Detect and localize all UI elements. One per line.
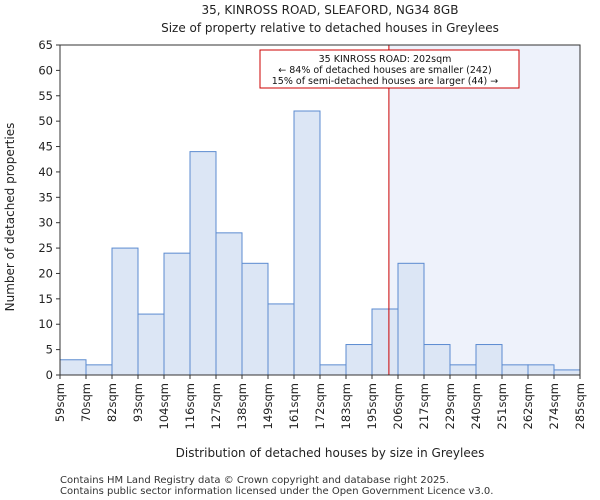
bar-172sqm — [319, 364, 347, 376]
x-tick-label: 70sqm — [79, 383, 93, 422]
x-tick-label: 161sqm — [287, 383, 301, 429]
x-tick-label: 149sqm — [261, 383, 275, 429]
x-tick-label: 116sqm — [183, 383, 197, 429]
bar-251sqm — [501, 364, 529, 376]
y-tick-label: 55 — [38, 89, 53, 103]
chart-subtitle: Size of property relative to detached ho… — [161, 21, 499, 35]
x-tick-label: 195sqm — [365, 383, 379, 429]
x-tick-label: 82sqm — [105, 383, 119, 422]
x-tick-label: 262sqm — [521, 383, 535, 429]
bar-116sqm — [189, 151, 217, 376]
bar-149sqm — [267, 303, 295, 376]
annotation-box: 35 KINROSS ROAD: 202sqm ← 84% of detache… — [259, 49, 520, 89]
footer-line-1: Contains HM Land Registry data © Crown c… — [60, 475, 449, 486]
y-tick-label: 25 — [38, 241, 53, 255]
y-tick-label: 50 — [38, 114, 53, 128]
x-tick-label: 285sqm — [573, 383, 587, 429]
x-tick-label: 59sqm — [53, 383, 67, 422]
y-tick-label: 60 — [38, 63, 53, 77]
x-tick-label: 251sqm — [495, 383, 509, 429]
x-tick-label: 274sqm — [547, 383, 561, 429]
x-tick-label: 183sqm — [339, 383, 353, 429]
bar-161sqm — [293, 110, 321, 376]
x-tick-label: 104sqm — [157, 383, 171, 429]
annotation-title: 35 KINROSS ROAD: 202sqm — [319, 54, 452, 65]
x-tick-label: 93sqm — [131, 383, 145, 422]
y-tick-label: 40 — [38, 165, 53, 179]
annotation-smaller: ← 84% of detached houses are smaller (24… — [278, 65, 491, 76]
y-tick-label: 0 — [46, 368, 53, 382]
y-tick-label: 20 — [38, 266, 53, 280]
y-tick-label: 5 — [46, 343, 53, 357]
bar-183sqm — [345, 344, 373, 376]
bar-229sqm — [449, 364, 477, 376]
bar-82sqm — [111, 247, 139, 376]
x-tick-label: 138sqm — [235, 383, 249, 429]
bar-240sqm — [475, 344, 503, 376]
bar-93sqm — [137, 313, 165, 376]
y-tick-label: 15 — [38, 292, 53, 306]
x-tick-label: 172sqm — [313, 383, 327, 429]
bar-70sqm — [85, 364, 113, 376]
y-tick-label: 45 — [38, 140, 53, 154]
x-tick-label: 217sqm — [417, 383, 431, 429]
y-tick-label: 35 — [38, 190, 53, 204]
bar-104sqm — [163, 252, 191, 376]
footer-line-2: Contains public sector information licen… — [60, 486, 493, 497]
y-tick-label: 30 — [38, 216, 53, 230]
bar-59sqm — [59, 359, 87, 376]
x-tick-label: 240sqm — [469, 383, 483, 429]
y-tick-label: 65 — [38, 38, 53, 52]
y-axis-label: Number of detached properties — [3, 123, 17, 312]
x-axis-label: Distribution of detached houses by size … — [176, 446, 485, 460]
annotation-larger: 15% of semi-detached houses are larger (… — [272, 76, 499, 87]
bar-274sqm — [553, 369, 581, 376]
bar-138sqm — [241, 262, 269, 376]
y-tick-label: 10 — [38, 317, 53, 331]
x-tick-label: 229sqm — [443, 383, 457, 429]
bar-127sqm — [215, 232, 243, 376]
x-tick-label: 127sqm — [209, 383, 223, 429]
bar-262sqm — [527, 364, 555, 376]
bar-195sqm — [371, 308, 399, 376]
bar-206sqm — [397, 262, 425, 376]
chart-title: 35, KINROSS ROAD, SLEAFORD, NG34 8GB — [202, 3, 459, 17]
bar-217sqm — [423, 344, 451, 376]
annotation-frame — [259, 49, 520, 89]
x-tick-label: 206sqm — [391, 383, 405, 429]
